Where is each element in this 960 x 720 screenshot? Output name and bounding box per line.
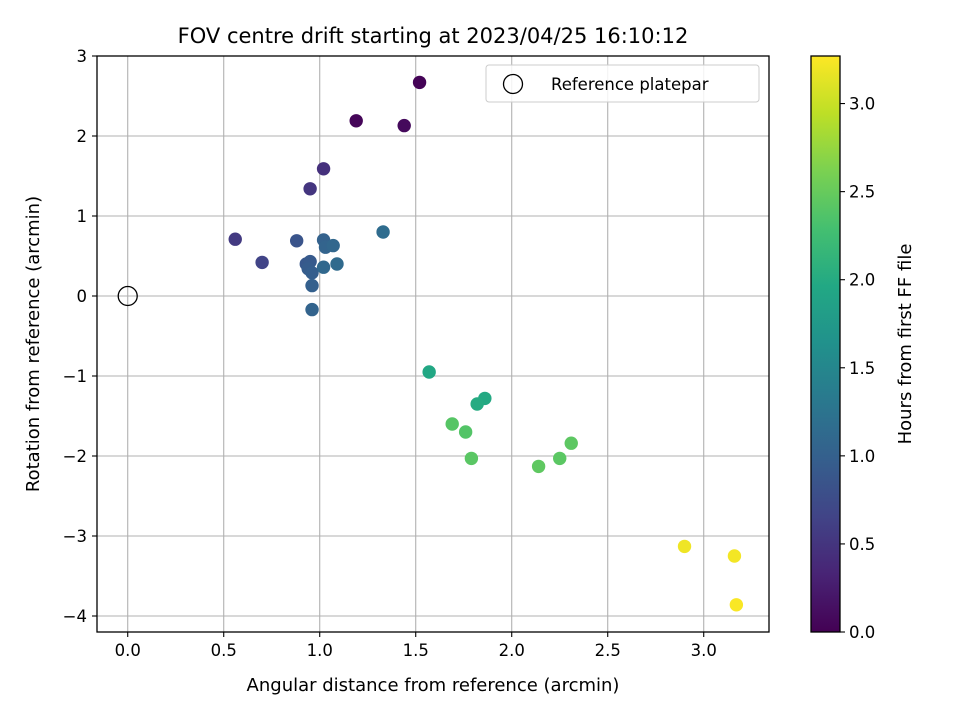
x-tick-label: 1.0 xyxy=(307,641,333,660)
data-point xyxy=(305,266,319,280)
data-point xyxy=(564,436,578,450)
y-tick-label: 2 xyxy=(77,127,88,146)
colorbar-tick-label: 0.5 xyxy=(849,535,875,554)
data-points xyxy=(228,75,744,612)
data-point xyxy=(305,278,319,293)
data-point xyxy=(349,114,363,128)
reference-platepar-marker xyxy=(117,285,138,307)
data-point xyxy=(677,539,692,554)
x-axis-label: Angular distance from reference (arcmin) xyxy=(247,675,620,696)
colorbar-gradient xyxy=(810,55,841,633)
x-tick-label: 2.0 xyxy=(499,641,525,660)
data-point xyxy=(289,234,304,248)
y-tick-label: −2 xyxy=(63,447,87,466)
data-point xyxy=(305,302,319,317)
y-tick-label: 1 xyxy=(77,207,88,226)
chart-title: FOV centre drift starting at 2023/04/25 … xyxy=(178,24,689,48)
y-axis-label: Rotation from reference (arcmin) xyxy=(23,196,44,492)
reference-point xyxy=(117,285,138,307)
data-point xyxy=(729,598,744,612)
data-point xyxy=(727,549,742,563)
plot-frame xyxy=(96,55,770,633)
y-tick-label: −1 xyxy=(63,367,87,386)
data-point xyxy=(316,260,331,274)
colorbar-tick-label: 3.0 xyxy=(849,95,875,114)
data-point xyxy=(330,257,344,271)
x-axis-ticks: 0.0 0.5 1.0 1.5 2.0 2.5 3.0 xyxy=(115,632,717,660)
data-point xyxy=(445,417,459,431)
data-point xyxy=(255,255,269,270)
y-tick-label: −4 xyxy=(63,607,87,626)
colorbar-tick-label: 2.5 xyxy=(849,183,875,202)
colorbar-tick-label: 1.5 xyxy=(849,359,875,378)
colorbar-tick-label: 0.0 xyxy=(849,623,875,642)
data-point xyxy=(412,75,427,90)
data-point xyxy=(422,365,436,379)
data-point xyxy=(397,118,411,133)
data-point xyxy=(228,232,242,246)
x-tick-label: 1.5 xyxy=(403,641,429,660)
data-point xyxy=(376,225,390,239)
data-point xyxy=(326,238,340,253)
x-tick-label: 0.0 xyxy=(115,641,141,660)
legend-box xyxy=(485,64,760,103)
data-point xyxy=(303,182,317,196)
data-point xyxy=(464,451,479,466)
colorbar xyxy=(810,55,841,633)
grid-lines xyxy=(97,55,769,632)
data-point xyxy=(458,425,473,439)
y-tick-label: 3 xyxy=(77,47,88,66)
x-tick-label: 3.0 xyxy=(691,641,717,660)
y-tick-label: −3 xyxy=(63,527,87,546)
x-tick-label: 2.5 xyxy=(595,641,621,660)
data-point xyxy=(531,459,546,474)
colorbar-ticks: 0.0 0.5 1.0 1.5 2.0 2.5 3.0 xyxy=(840,95,875,642)
y-axis-ticks: 3 2 1 0 −1 −2 −3 −4 xyxy=(63,47,97,626)
legend-marker-open-circle xyxy=(502,73,524,95)
data-point xyxy=(470,397,484,411)
legend-entry-label: Reference platepar xyxy=(551,75,709,94)
y-tick-label: 0 xyxy=(77,287,88,306)
legend: Reference platepar xyxy=(485,64,760,103)
colorbar-tick-label: 2.0 xyxy=(849,271,875,290)
x-tick-label: 0.5 xyxy=(211,641,237,660)
colorbar-tick-label: 1.0 xyxy=(849,447,875,466)
data-point xyxy=(316,162,331,176)
colorbar-label: Hours from first FF file xyxy=(895,244,916,445)
data-point xyxy=(553,451,567,466)
